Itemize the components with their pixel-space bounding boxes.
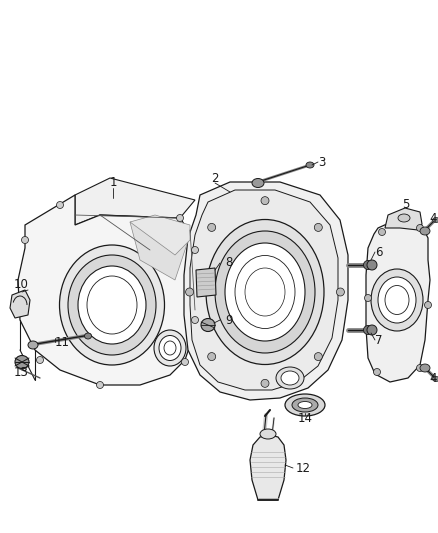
Ellipse shape	[420, 364, 430, 372]
Ellipse shape	[181, 359, 188, 366]
Polygon shape	[250, 435, 286, 500]
Text: 11: 11	[55, 335, 70, 349]
Text: 1: 1	[109, 176, 117, 190]
Ellipse shape	[364, 326, 372, 335]
Text: 4: 4	[430, 372, 437, 384]
Ellipse shape	[276, 367, 304, 389]
Ellipse shape	[208, 353, 215, 361]
Ellipse shape	[85, 333, 92, 339]
Ellipse shape	[424, 302, 431, 309]
Ellipse shape	[206, 220, 324, 365]
Ellipse shape	[186, 288, 194, 296]
Ellipse shape	[306, 162, 314, 168]
Ellipse shape	[336, 288, 344, 296]
Ellipse shape	[36, 357, 43, 364]
Ellipse shape	[15, 356, 29, 368]
Ellipse shape	[201, 319, 215, 332]
Text: 2: 2	[211, 172, 219, 184]
Polygon shape	[75, 178, 195, 225]
Ellipse shape	[281, 371, 299, 385]
Ellipse shape	[252, 179, 264, 188]
Ellipse shape	[21, 237, 28, 244]
Ellipse shape	[78, 266, 146, 344]
Ellipse shape	[398, 214, 410, 222]
Ellipse shape	[261, 197, 269, 205]
Ellipse shape	[371, 269, 423, 331]
Ellipse shape	[60, 245, 165, 365]
Polygon shape	[190, 190, 338, 390]
Ellipse shape	[378, 229, 385, 236]
Polygon shape	[18, 195, 195, 385]
Ellipse shape	[208, 223, 215, 231]
Polygon shape	[184, 182, 348, 400]
Ellipse shape	[298, 401, 312, 408]
Ellipse shape	[191, 317, 198, 324]
Ellipse shape	[367, 325, 377, 335]
Ellipse shape	[17, 296, 24, 303]
Polygon shape	[130, 222, 190, 280]
Ellipse shape	[96, 382, 103, 389]
Ellipse shape	[154, 330, 186, 366]
Text: 10: 10	[14, 279, 29, 292]
Ellipse shape	[191, 246, 198, 254]
Ellipse shape	[432, 217, 438, 222]
Ellipse shape	[57, 201, 64, 208]
Ellipse shape	[417, 224, 424, 231]
Ellipse shape	[374, 368, 381, 376]
Ellipse shape	[225, 243, 305, 341]
Text: 4: 4	[430, 212, 437, 224]
Text: 8: 8	[225, 255, 233, 269]
Text: 5: 5	[403, 198, 410, 211]
Ellipse shape	[367, 260, 377, 270]
Ellipse shape	[364, 295, 371, 302]
Ellipse shape	[417, 365, 424, 372]
Ellipse shape	[364, 261, 372, 270]
Ellipse shape	[68, 255, 156, 355]
Text: 9: 9	[225, 313, 233, 327]
Ellipse shape	[314, 353, 322, 361]
Ellipse shape	[314, 223, 322, 231]
Ellipse shape	[292, 398, 318, 412]
Ellipse shape	[177, 214, 184, 222]
Ellipse shape	[285, 394, 325, 416]
Text: 3: 3	[318, 156, 325, 168]
Ellipse shape	[261, 379, 269, 387]
Ellipse shape	[432, 376, 438, 382]
Text: 14: 14	[297, 411, 312, 424]
Ellipse shape	[28, 341, 38, 349]
Ellipse shape	[215, 231, 315, 353]
Text: 12: 12	[296, 462, 311, 474]
Polygon shape	[196, 268, 216, 297]
Polygon shape	[10, 290, 30, 318]
Ellipse shape	[378, 277, 416, 323]
Polygon shape	[130, 215, 190, 255]
Ellipse shape	[420, 227, 430, 235]
Polygon shape	[385, 208, 422, 230]
Ellipse shape	[260, 429, 276, 439]
Polygon shape	[366, 218, 430, 382]
Ellipse shape	[159, 335, 181, 360]
Text: 7: 7	[375, 334, 382, 346]
Text: 13: 13	[14, 366, 29, 378]
Text: 6: 6	[375, 246, 382, 259]
